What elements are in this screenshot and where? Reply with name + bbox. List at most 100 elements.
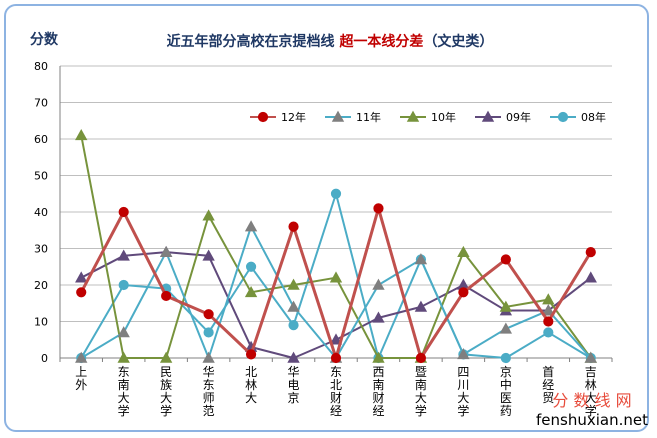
legend-label: 08年 bbox=[581, 110, 606, 124]
data-point bbox=[372, 278, 385, 290]
data-point bbox=[117, 249, 130, 261]
data-point bbox=[244, 220, 258, 232]
legend-label: 11年 bbox=[356, 110, 381, 124]
legend-marker bbox=[331, 110, 345, 122]
data-point bbox=[499, 300, 513, 312]
x-tick-label: 京中医药 bbox=[500, 365, 512, 418]
y-tick-label: 0 bbox=[41, 352, 48, 365]
legend-marker bbox=[406, 110, 420, 122]
legend-label: 09年 bbox=[506, 110, 531, 124]
data-point bbox=[543, 327, 554, 338]
data-point bbox=[244, 285, 258, 298]
data-point bbox=[288, 320, 299, 331]
data-point bbox=[75, 351, 88, 363]
data-point bbox=[159, 245, 173, 257]
data-point bbox=[372, 351, 385, 363]
y-tick-label: 10 bbox=[34, 316, 48, 329]
y-tick-label: 20 bbox=[34, 279, 48, 292]
series-2 bbox=[75, 129, 597, 363]
x-tick-label: 民族大学 bbox=[160, 365, 172, 418]
y-axis-label: 分数 bbox=[30, 31, 59, 48]
data-point bbox=[373, 203, 384, 214]
data-point bbox=[542, 304, 555, 316]
data-point bbox=[202, 209, 215, 221]
legend-entry: 12年 bbox=[250, 110, 306, 124]
y-tick-label: 70 bbox=[34, 97, 48, 110]
chart-title-part3: （文史类） bbox=[423, 33, 493, 50]
data-point bbox=[287, 278, 300, 290]
data-point bbox=[330, 352, 342, 364]
data-point bbox=[499, 322, 513, 334]
legend-label: 12年 bbox=[281, 110, 306, 124]
legend-marker bbox=[257, 111, 269, 123]
data-point bbox=[415, 352, 427, 364]
x-tick-label: 华东师范 bbox=[203, 365, 215, 418]
data-point bbox=[118, 279, 129, 291]
data-point bbox=[584, 351, 597, 363]
data-point bbox=[287, 300, 300, 312]
legend-label: 10年 bbox=[431, 110, 456, 124]
legend-entry: 10年 bbox=[400, 110, 456, 124]
chart-title-part1: 近五年部分高校在京提档线 bbox=[167, 33, 340, 50]
x-tick-label: 华电京 bbox=[288, 365, 300, 405]
chart-title-part2: 超一本线分差 bbox=[338, 33, 423, 50]
data-point bbox=[75, 129, 88, 141]
data-point bbox=[457, 348, 470, 360]
data-point bbox=[75, 271, 88, 283]
legend: 12年 11年 10年 09年 08年 bbox=[250, 110, 606, 124]
x-tick-label: 东南大学 bbox=[118, 365, 130, 418]
x-tick-label: 暨南大学 bbox=[415, 365, 427, 418]
y-tick-label: 50 bbox=[34, 170, 48, 183]
gridlines bbox=[60, 65, 612, 359]
data-point bbox=[500, 254, 511, 265]
x-tick-label: 北林大 bbox=[245, 365, 257, 405]
data-point bbox=[585, 247, 596, 258]
data-point bbox=[287, 351, 300, 363]
data-point bbox=[117, 351, 130, 363]
data-point bbox=[457, 245, 470, 257]
data-point bbox=[414, 253, 428, 265]
legend-entry: 08年 bbox=[550, 110, 606, 124]
legend-entry: 09年 bbox=[475, 110, 531, 124]
data-point bbox=[458, 287, 469, 298]
series-0 bbox=[76, 203, 596, 364]
data-point bbox=[329, 333, 343, 345]
legend-entry: 11年 bbox=[325, 110, 381, 124]
x-tick-label: 西南财经 bbox=[372, 365, 384, 418]
x-tick-label: 上外 bbox=[75, 365, 87, 392]
x-tick-label: 四川大学 bbox=[457, 365, 469, 418]
data-point bbox=[76, 287, 87, 298]
watermark-line1: 分 数 线 网 bbox=[552, 391, 631, 410]
data-point bbox=[414, 300, 428, 312]
axes: 0 10 20 30 40 50 60 70 80 上外 东南大学 民族大学 华东师范 北林大 华电京 东北财… bbox=[34, 60, 613, 418]
data-point bbox=[245, 349, 257, 360]
watermark: 分 数 线 网 fenshuxian.net bbox=[536, 391, 648, 429]
data-point bbox=[542, 293, 555, 305]
legend-marker bbox=[481, 110, 495, 122]
data-point bbox=[202, 351, 215, 363]
x-tick-label: 首经贸 bbox=[542, 365, 554, 405]
data-point bbox=[159, 351, 173, 363]
data-point bbox=[118, 206, 129, 218]
data-point bbox=[161, 290, 172, 302]
x-tick-label: 东北财经 bbox=[330, 365, 342, 418]
data-point bbox=[202, 249, 215, 261]
data-point bbox=[543, 316, 554, 327]
chart-title: 近五年部分高校在京提档线 超一本线分差（文史类） bbox=[167, 33, 494, 50]
y-tick-label: 40 bbox=[34, 206, 48, 219]
y-tick-label: 30 bbox=[34, 243, 48, 256]
chart-frame bbox=[4, 4, 649, 432]
data-point bbox=[203, 327, 214, 338]
data-point bbox=[245, 261, 257, 272]
data-point bbox=[288, 221, 299, 232]
data-point bbox=[330, 188, 342, 199]
x-tick-label: 吉林大学 bbox=[585, 365, 597, 418]
data-point bbox=[584, 271, 597, 283]
data-point bbox=[203, 309, 214, 320]
data-point bbox=[329, 271, 343, 283]
watermark-line2: fenshuxian.net bbox=[536, 411, 648, 429]
legend-marker bbox=[557, 111, 569, 123]
data-point bbox=[500, 352, 511, 364]
data-point bbox=[117, 326, 130, 338]
